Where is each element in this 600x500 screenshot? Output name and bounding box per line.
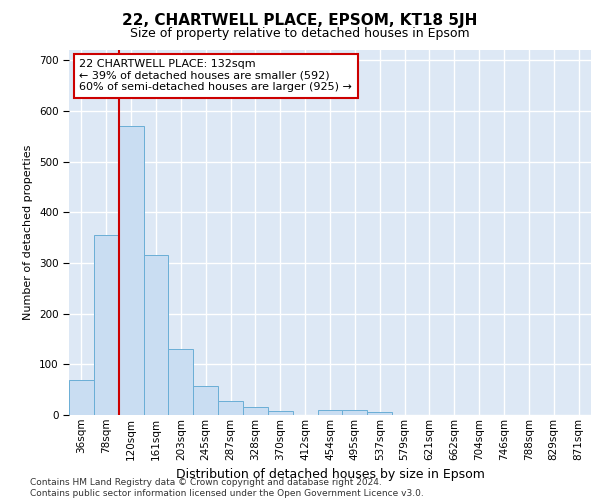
- Text: Contains HM Land Registry data © Crown copyright and database right 2024.
Contai: Contains HM Land Registry data © Crown c…: [30, 478, 424, 498]
- Bar: [169, 349, 193, 415]
- Bar: [343, 410, 367, 415]
- Bar: [143, 256, 169, 415]
- Bar: [243, 408, 268, 415]
- Bar: [94, 235, 119, 415]
- Bar: [218, 401, 243, 415]
- X-axis label: Distribution of detached houses by size in Epsom: Distribution of detached houses by size …: [176, 468, 484, 481]
- Bar: [367, 412, 392, 415]
- Bar: [317, 410, 343, 415]
- Text: Size of property relative to detached houses in Epsom: Size of property relative to detached ho…: [130, 28, 470, 40]
- Bar: [69, 380, 94, 415]
- Bar: [119, 126, 143, 415]
- Bar: [268, 411, 293, 415]
- Text: 22 CHARTWELL PLACE: 132sqm
← 39% of detached houses are smaller (592)
60% of sem: 22 CHARTWELL PLACE: 132sqm ← 39% of deta…: [79, 59, 352, 92]
- Y-axis label: Number of detached properties: Number of detached properties: [23, 145, 34, 320]
- Text: 22, CHARTWELL PLACE, EPSOM, KT18 5JH: 22, CHARTWELL PLACE, EPSOM, KT18 5JH: [122, 12, 478, 28]
- Bar: [193, 386, 218, 415]
